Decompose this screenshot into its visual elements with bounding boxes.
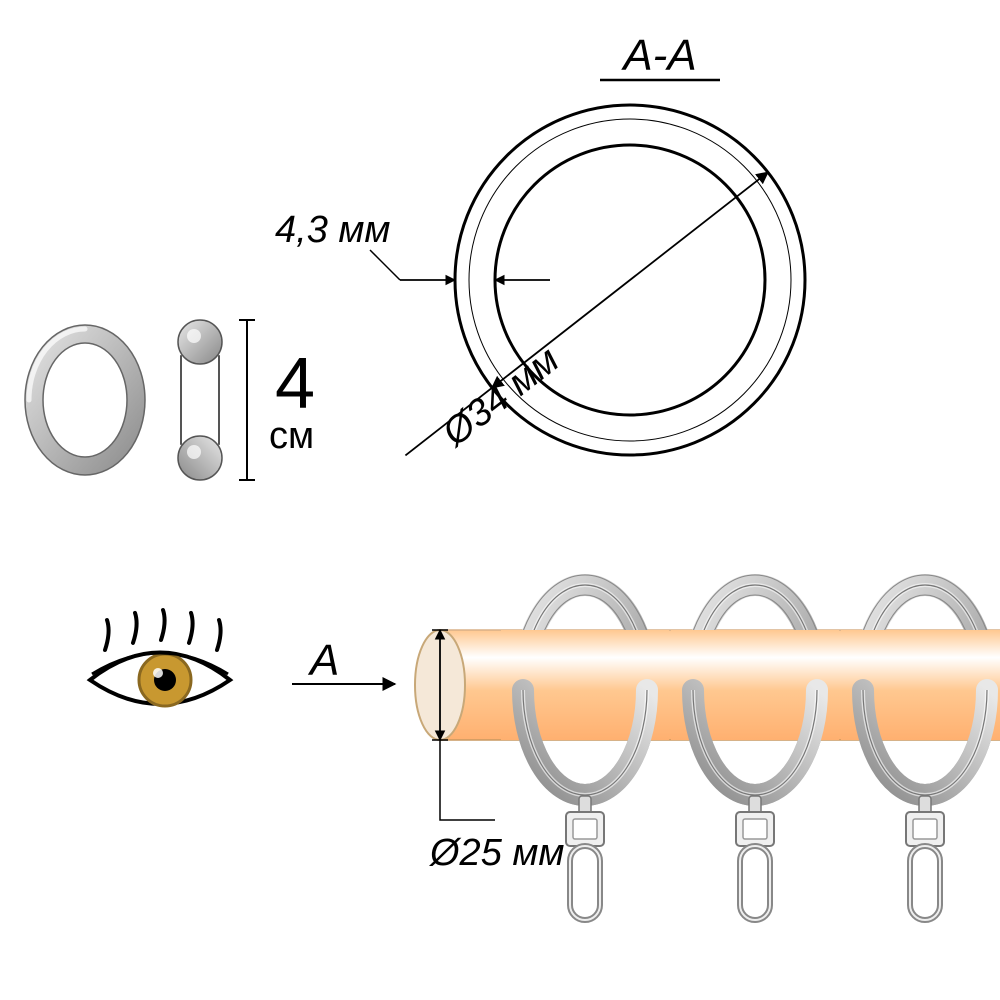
height-value: 4 xyxy=(275,344,315,424)
outer-diameter-label: Ø34 мм xyxy=(434,339,567,456)
rod-ring xyxy=(841,575,1000,805)
wall-thickness-label: 4,3 мм xyxy=(275,209,390,251)
rod-dim-leader xyxy=(440,740,495,820)
side-ring xyxy=(25,325,145,475)
curtain-hook xyxy=(906,796,944,920)
view-letter: A xyxy=(307,636,339,685)
cross-ring xyxy=(178,320,222,480)
rod-ring xyxy=(671,575,839,805)
rod-diameter-label: Ø25 мм xyxy=(428,832,564,874)
rod-ring xyxy=(501,575,669,805)
height-unit: см xyxy=(269,415,314,457)
curtain-hook xyxy=(566,796,604,920)
curtain-hook xyxy=(736,796,774,920)
section-label: A-A xyxy=(620,31,696,80)
eye-icon xyxy=(90,610,230,706)
wall-leader xyxy=(370,250,400,280)
